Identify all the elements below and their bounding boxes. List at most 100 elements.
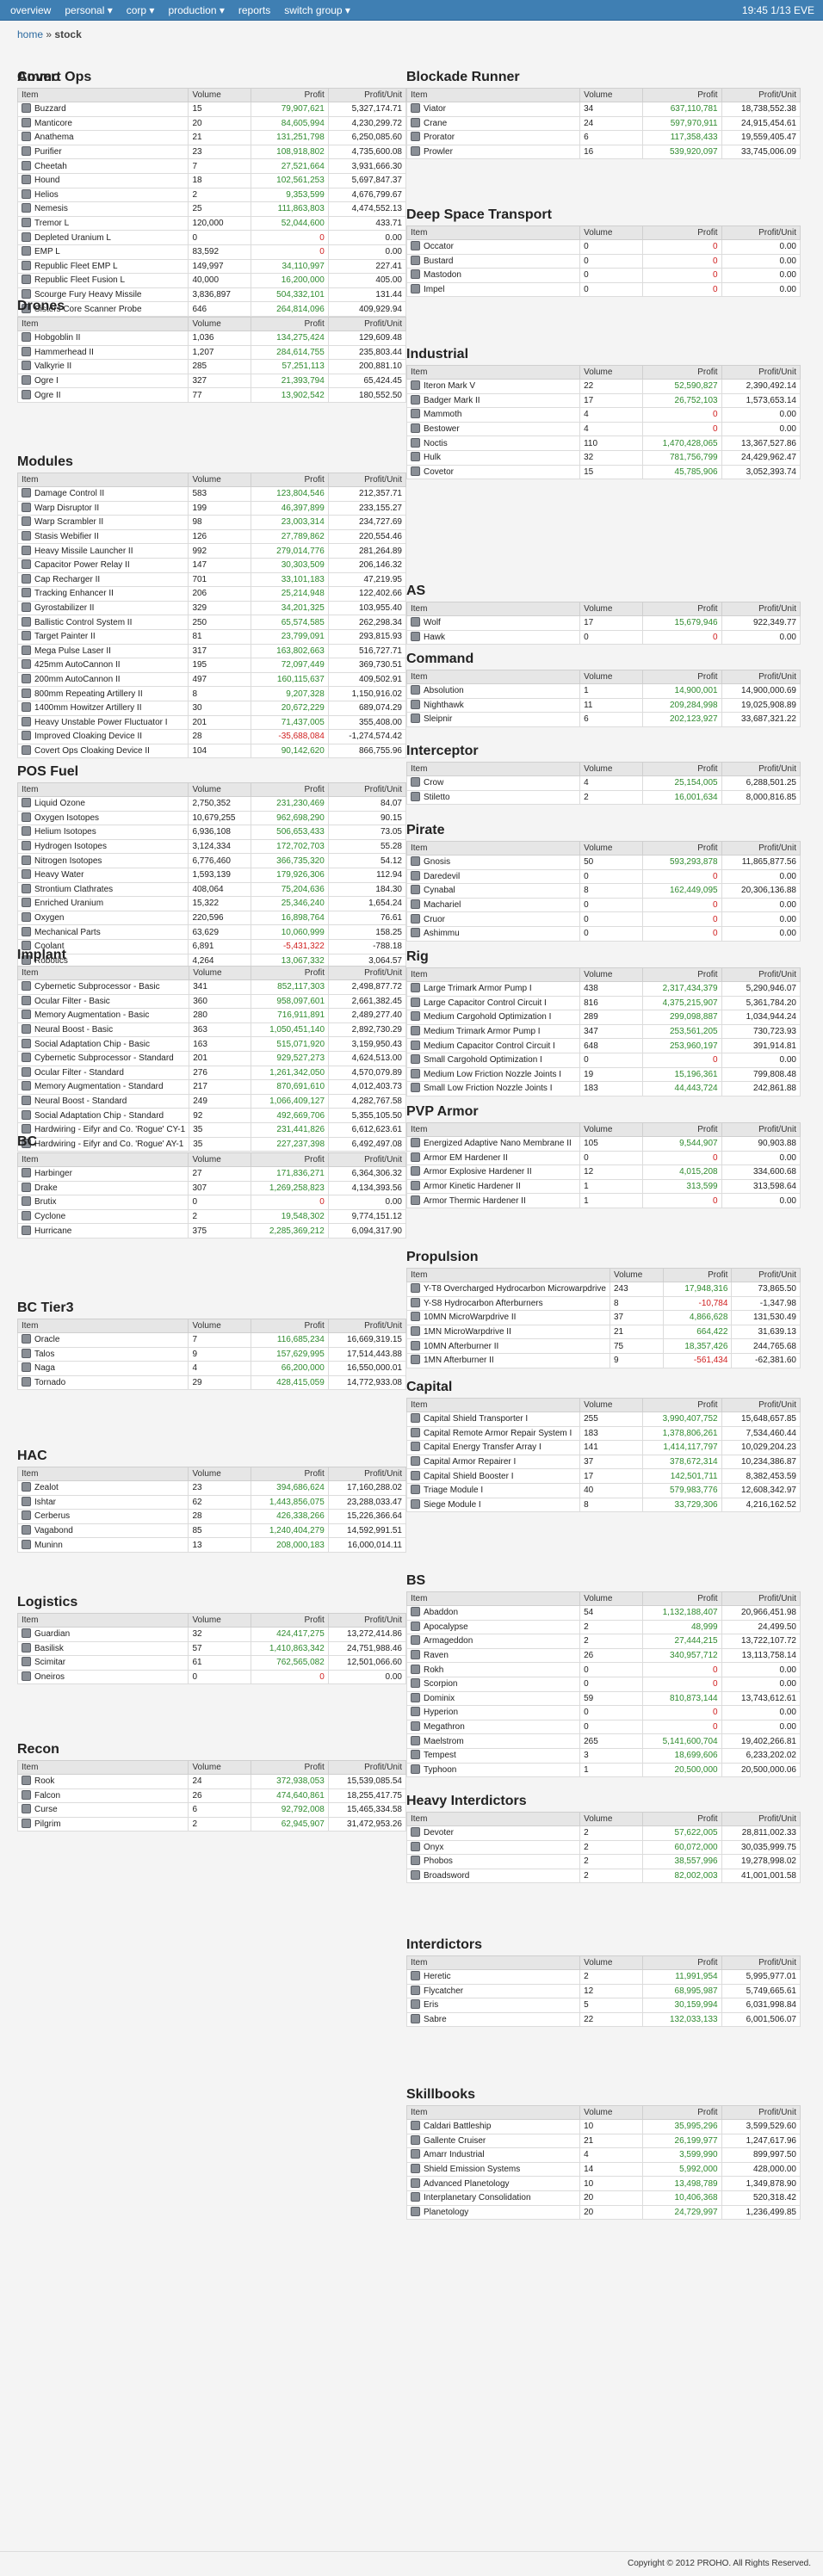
column-header-volume[interactable]: Volume	[579, 1122, 644, 1137]
column-header-volume[interactable]: Volume	[188, 317, 251, 331]
column-header-volume[interactable]: Volume	[579, 670, 644, 684]
column-header-profit-unit[interactable]: Profit/Unit	[327, 1467, 407, 1481]
column-header-profit-unit[interactable]: Profit/Unit	[731, 1268, 801, 1282]
column-header-item[interactable]: Item	[16, 1319, 189, 1333]
column-header-profit[interactable]: Profit	[642, 88, 722, 102]
column-header-volume[interactable]: Volume	[579, 1591, 644, 1606]
column-header-profit[interactable]: Profit	[642, 602, 722, 616]
column-header-item[interactable]: Item	[16, 782, 189, 797]
column-header-volume[interactable]: Volume	[579, 1398, 644, 1412]
column-header-volume[interactable]: Volume	[188, 473, 251, 487]
column-header-volume[interactable]: Volume	[609, 1268, 664, 1282]
column-header-profit-unit[interactable]: Profit/Unit	[721, 1955, 801, 1970]
column-header-volume[interactable]: Volume	[579, 225, 644, 240]
column-header-volume[interactable]: Volume	[579, 1812, 644, 1826]
nav-corp[interactable]: corp ▾	[121, 0, 164, 21]
column-header-profit-unit[interactable]: Profit/Unit	[721, 1812, 801, 1826]
column-header-item[interactable]: Item	[405, 1398, 581, 1412]
column-header-item[interactable]: Item	[16, 317, 189, 331]
breadcrumb-home-link[interactable]: home	[17, 28, 44, 40]
nav-reports[interactable]: reports	[233, 0, 279, 21]
nav-overview[interactable]: overview	[5, 0, 59, 21]
column-header-item[interactable]: Item	[405, 967, 581, 982]
column-header-profit[interactable]: Profit	[642, 365, 722, 380]
column-header-profit[interactable]: Profit	[642, 1122, 722, 1137]
column-header-volume[interactable]: Volume	[188, 1319, 251, 1333]
column-header-item[interactable]: Item	[405, 841, 581, 856]
column-header-item[interactable]: Item	[405, 1955, 581, 1970]
column-header-item[interactable]: Item	[405, 88, 581, 102]
column-header-profit-unit[interactable]: Profit/Unit	[327, 782, 407, 797]
nav-personal[interactable]: personal ▾	[59, 0, 121, 21]
column-header-profit[interactable]: Profit	[250, 782, 329, 797]
column-header-item[interactable]: Item	[16, 1613, 189, 1628]
column-header-item[interactable]: Item	[16, 473, 189, 487]
column-header-item[interactable]: Item	[405, 1122, 581, 1137]
column-header-profit[interactable]: Profit	[250, 1467, 329, 1481]
column-header-profit-unit[interactable]: Profit/Unit	[721, 2105, 801, 2120]
nav-production[interactable]: production ▾	[163, 0, 232, 21]
column-header-profit[interactable]: Profit	[250, 473, 329, 487]
column-header-profit-unit[interactable]: Profit/Unit	[721, 602, 801, 616]
column-header-profit-unit[interactable]: Profit/Unit	[721, 225, 801, 240]
column-header-volume[interactable]: Volume	[188, 1467, 251, 1481]
column-header-volume[interactable]: Volume	[579, 1955, 644, 1970]
column-header-profit-unit[interactable]: Profit/Unit	[721, 841, 801, 856]
column-header-item[interactable]: Item	[16, 88, 189, 102]
column-header-profit[interactable]: Profit	[662, 1268, 733, 1282]
column-header-profit-unit[interactable]: Profit/Unit	[328, 966, 406, 980]
column-header-profit[interactable]: Profit	[250, 88, 329, 102]
column-header-item[interactable]: Item	[16, 1467, 189, 1481]
column-header-item[interactable]: Item	[405, 670, 581, 684]
column-header-profit[interactable]: Profit	[642, 1812, 722, 1826]
column-header-profit[interactable]: Profit	[642, 225, 722, 240]
column-header-profit[interactable]: Profit	[250, 1613, 329, 1628]
column-header-item[interactable]: Item	[405, 1812, 581, 1826]
column-header-volume[interactable]: Volume	[579, 841, 644, 856]
column-header-item[interactable]: Item	[405, 2105, 581, 2120]
column-header-profit-unit[interactable]: Profit/Unit	[721, 670, 801, 684]
column-header-profit-unit[interactable]: Profit/Unit	[721, 967, 801, 982]
column-header-item[interactable]: Item	[16, 1152, 189, 1167]
column-header-profit-unit[interactable]: Profit/Unit	[327, 1613, 407, 1628]
column-header-profit[interactable]: Profit	[642, 1591, 722, 1606]
column-header-volume[interactable]: Volume	[188, 1152, 251, 1167]
column-header-profit[interactable]: Profit	[642, 841, 722, 856]
column-header-profit-unit[interactable]: Profit/Unit	[721, 762, 801, 776]
column-header-profit-unit[interactable]: Profit/Unit	[327, 1319, 407, 1333]
column-header-profit[interactable]: Profit	[250, 1760, 329, 1775]
column-header-item[interactable]: Item	[16, 1760, 189, 1775]
column-header-profit-unit[interactable]: Profit/Unit	[327, 317, 407, 331]
column-header-profit[interactable]: Profit	[642, 762, 722, 776]
column-header-volume[interactable]: Volume	[579, 762, 644, 776]
column-header-profit[interactable]: Profit	[642, 1398, 722, 1412]
column-header-volume[interactable]: Volume	[189, 966, 252, 980]
column-header-profit-unit[interactable]: Profit/Unit	[327, 88, 407, 102]
column-header-profit-unit[interactable]: Profit/Unit	[721, 88, 801, 102]
column-header-profit-unit[interactable]: Profit/Unit	[721, 365, 801, 380]
column-header-profit-unit[interactable]: Profit/Unit	[721, 1398, 801, 1412]
column-header-item[interactable]: Item	[405, 762, 581, 776]
column-header-volume[interactable]: Volume	[579, 2105, 644, 2120]
column-header-profit[interactable]: Profit	[642, 2105, 722, 2120]
column-header-profit-unit[interactable]: Profit/Unit	[327, 473, 407, 487]
column-header-item[interactable]: Item	[16, 966, 190, 980]
column-header-profit-unit[interactable]: Profit/Unit	[327, 1760, 407, 1775]
column-header-profit[interactable]: Profit	[250, 1152, 329, 1167]
nav-switch-group[interactable]: switch group ▾	[279, 0, 359, 21]
column-header-profit-unit[interactable]: Profit/Unit	[327, 1152, 407, 1167]
column-header-volume[interactable]: Volume	[579, 88, 644, 102]
column-header-item[interactable]: Item	[406, 1268, 610, 1282]
column-header-volume[interactable]: Volume	[188, 1760, 251, 1775]
column-header-profit-unit[interactable]: Profit/Unit	[721, 1122, 801, 1137]
column-header-volume[interactable]: Volume	[188, 1613, 251, 1628]
column-header-profit[interactable]: Profit	[250, 1319, 329, 1333]
column-header-item[interactable]: Item	[405, 602, 581, 616]
column-header-item[interactable]: Item	[405, 225, 581, 240]
column-header-item[interactable]: Item	[405, 1591, 581, 1606]
column-header-item[interactable]: Item	[405, 365, 581, 380]
column-header-volume[interactable]: Volume	[579, 365, 644, 380]
column-header-volume[interactable]: Volume	[188, 88, 251, 102]
column-header-profit-unit[interactable]: Profit/Unit	[721, 1591, 801, 1606]
column-header-profit[interactable]: Profit	[642, 670, 722, 684]
